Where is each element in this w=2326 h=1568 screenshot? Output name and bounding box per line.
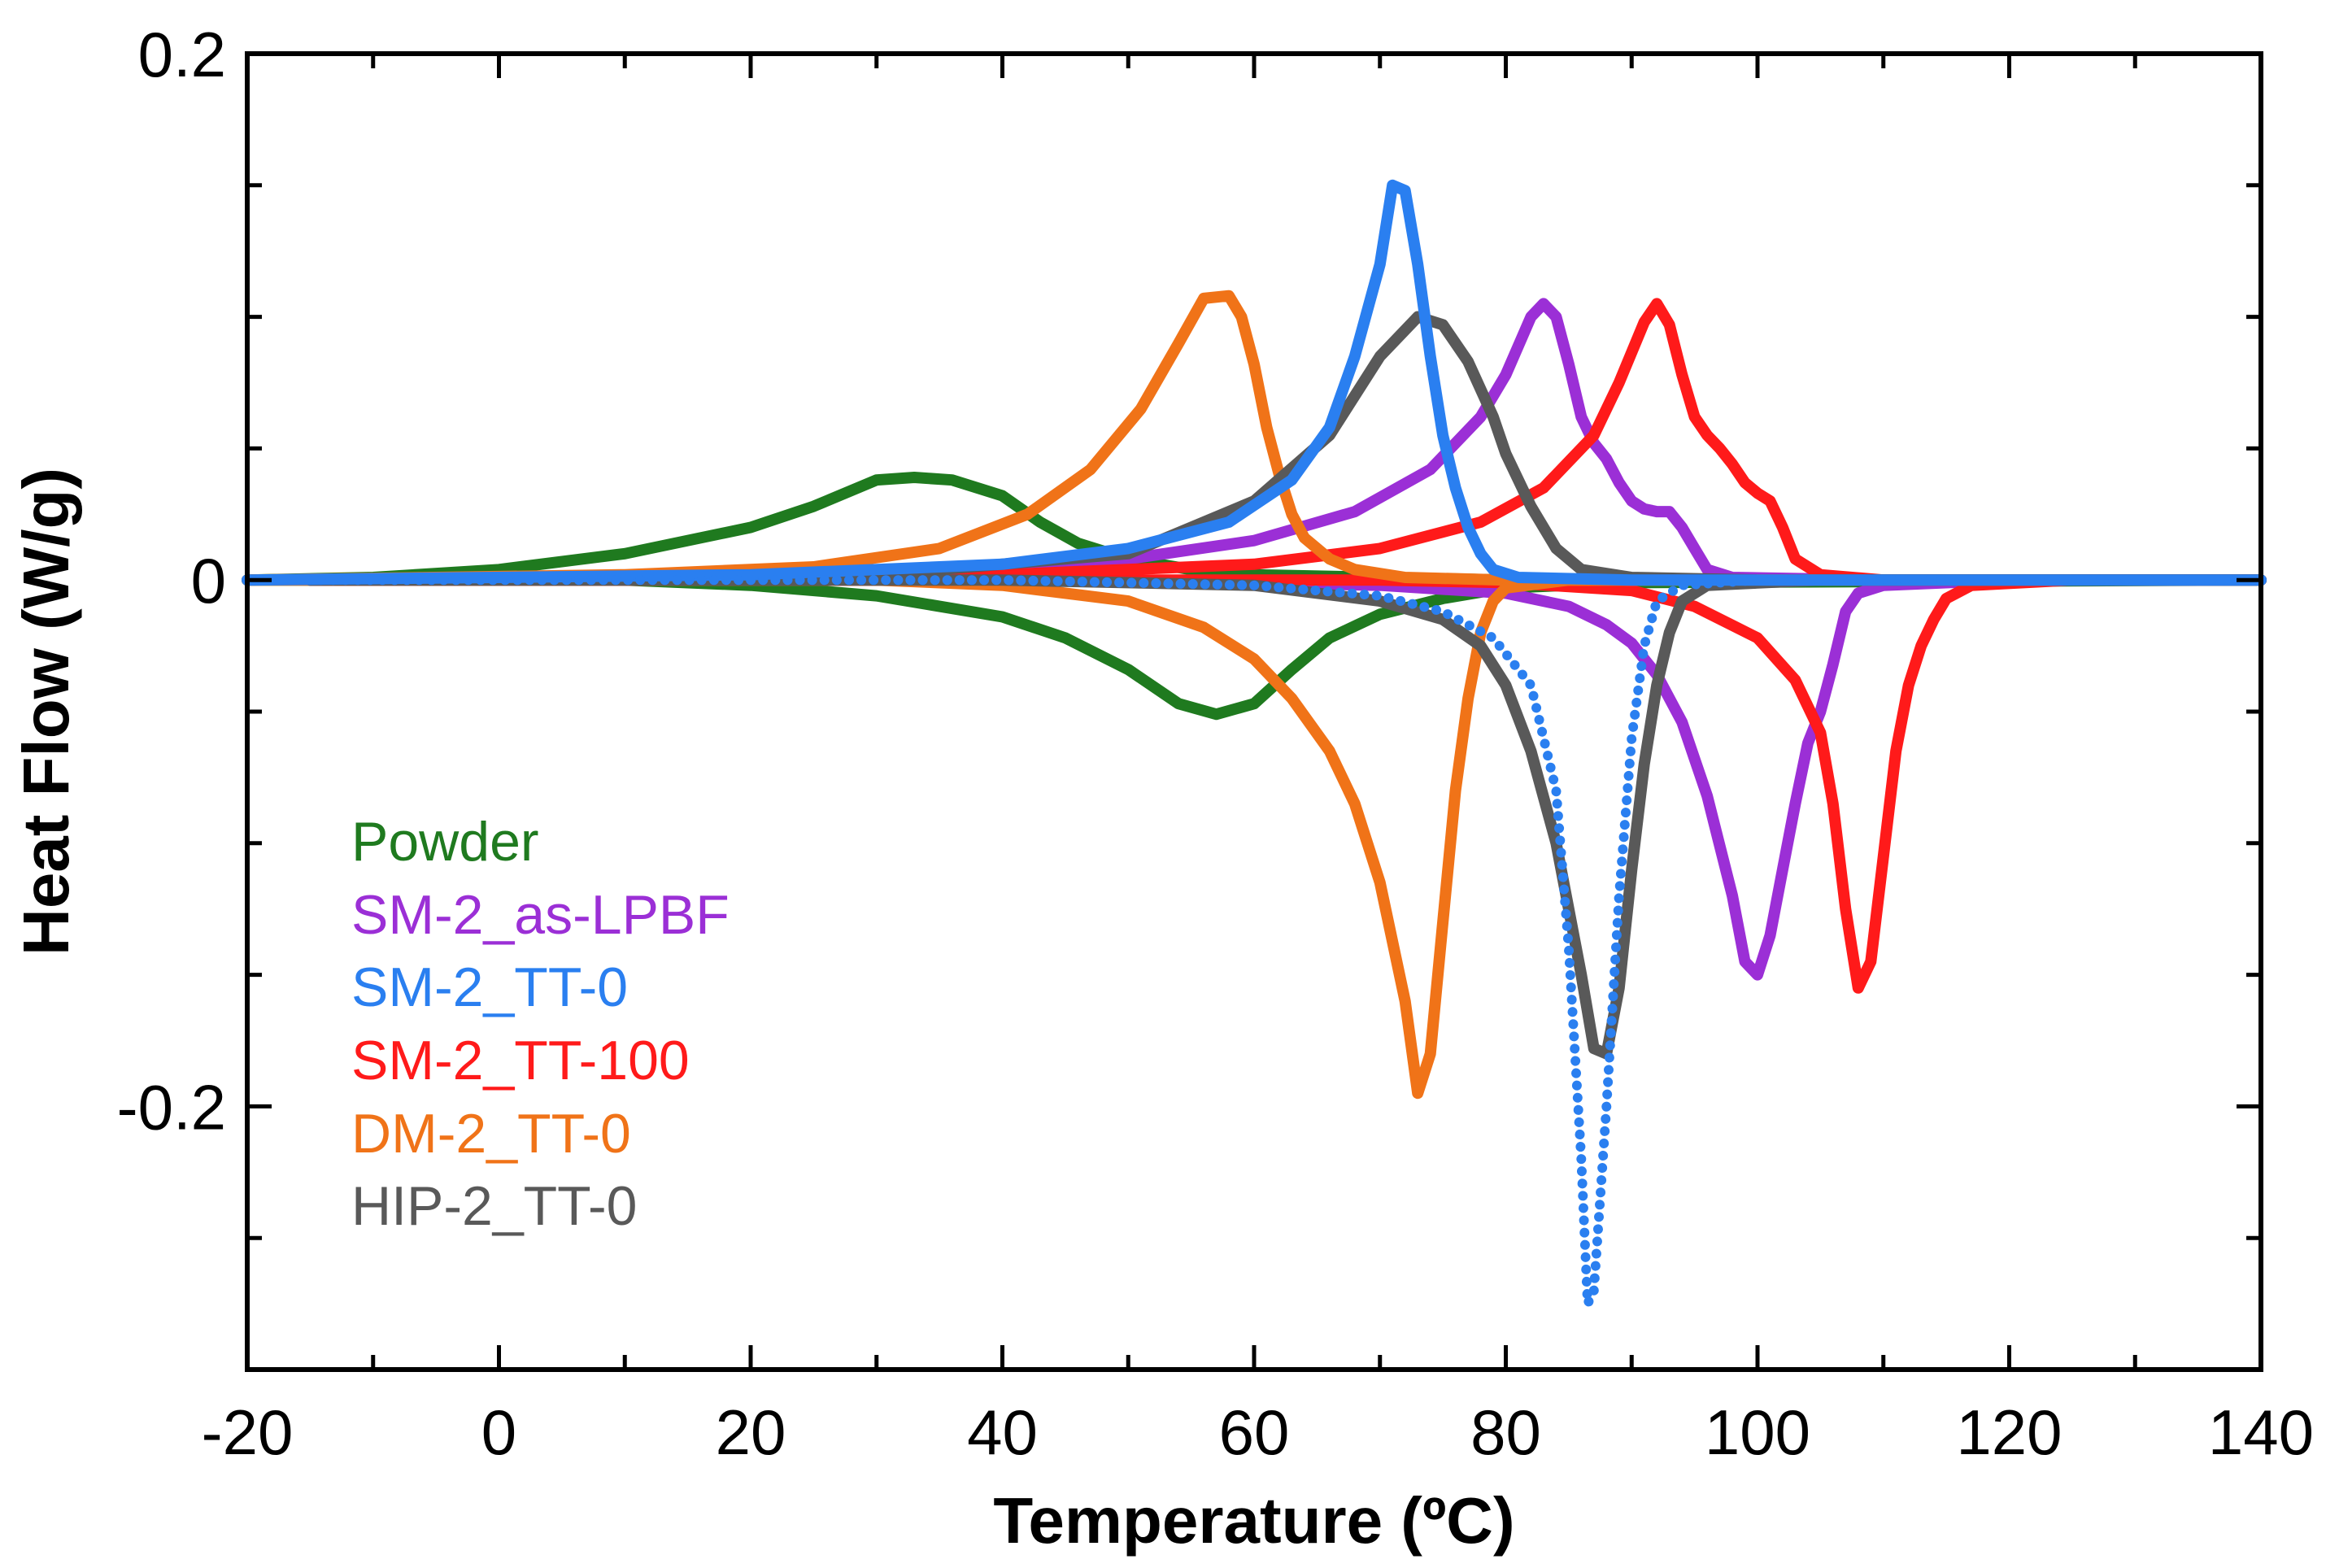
- series-line-1-1: [304, 574, 2267, 981]
- legend: Powder SM-2_as-LPBF SM-2_TT-0 SM-2_TT-10…: [351, 811, 730, 1237]
- legend-entry-powder: Powder: [351, 811, 539, 873]
- x-tick-label: 20: [716, 1396, 786, 1468]
- series-line-2-1: [304, 574, 2267, 994]
- series-line-4-0: [304, 311, 2267, 586]
- x-tick-label: 100: [1705, 1396, 1810, 1468]
- x-axis-title: Temperature (ºC): [993, 1484, 1514, 1557]
- series-line-5-0: [242, 179, 2267, 586]
- series-line-2-0: [304, 298, 2267, 586]
- legend-entry-dm2-tt0: DM-2_TT-0: [351, 1103, 631, 1165]
- legend-entry-sm2-as-lpbf: SM-2_as-LPBF: [351, 884, 730, 946]
- y-tick-label: 0: [191, 545, 226, 616]
- series-line-3-0: [242, 290, 2267, 586]
- x-tick-label: 60: [1219, 1396, 1290, 1468]
- series-line-3-1: [242, 574, 2267, 1100]
- legend-entry-sm2-tt0: SM-2_TT-0: [351, 956, 628, 1018]
- ticks-layer: [245, 51, 2263, 1372]
- y-axis-title: Heat Flow (W/g): [10, 468, 82, 956]
- x-tick-label: -20: [202, 1396, 294, 1468]
- series-line-5-1: [242, 575, 2266, 1309]
- tick-labels: -20 0 20 40 60 80 100 120 140 -0.2 0 0.2: [117, 19, 2314, 1468]
- legend-entry-hip2-tt0: HIP-2_TT-0: [351, 1175, 637, 1237]
- x-tick-label: 40: [967, 1396, 1038, 1468]
- x-tick-label: 0: [481, 1396, 516, 1468]
- series-line-4-1: [304, 574, 2267, 1060]
- legend-entry-sm2-tt100: SM-2_TT-100: [351, 1030, 690, 1091]
- y-tick-label: -0.2: [117, 1071, 226, 1143]
- x-tick-label: 80: [1470, 1396, 1541, 1468]
- series-line-1-0: [304, 298, 2267, 586]
- series-line-0-1: [242, 574, 2267, 721]
- plot-frame: [245, 51, 2263, 1372]
- y-tick-label: 0.2: [138, 19, 226, 90]
- series-layer: [242, 179, 2267, 1309]
- x-tick-label: 120: [1956, 1396, 2062, 1468]
- x-tick-label: 140: [2208, 1396, 2314, 1468]
